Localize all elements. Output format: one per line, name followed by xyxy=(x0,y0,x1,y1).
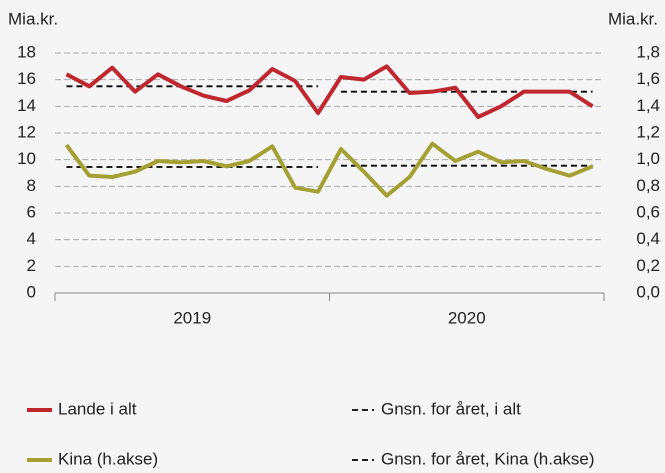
y2-tick-label: 1,2 xyxy=(636,122,660,141)
y-tick-label: 6 xyxy=(27,202,36,221)
y-tick-label: 4 xyxy=(27,229,36,248)
y-tick-label: 10 xyxy=(17,149,36,168)
y-tick-label: 14 xyxy=(17,96,36,115)
y2-tick-label: 0,0 xyxy=(636,282,660,301)
y-tick-label: 0 xyxy=(27,282,36,301)
y-tick-label: 8 xyxy=(27,176,36,195)
x-tick-label: 2019 xyxy=(173,308,211,327)
y-tick-label: 2 xyxy=(27,256,36,275)
y2-tick-label: 1,6 xyxy=(636,69,660,88)
y2-axis-label: Mia.kr. xyxy=(608,9,658,28)
y2-tick-label: 0,4 xyxy=(636,229,660,248)
legend-label: Lande i alt xyxy=(58,399,137,418)
y2-tick-label: 0,6 xyxy=(636,202,660,221)
y2-tick-label: 0,2 xyxy=(636,256,660,275)
y2-tick-label: 1,4 xyxy=(636,96,660,115)
y2-tick-label: 1,0 xyxy=(636,149,660,168)
legend-label: Gnsn. for året, Kina (h.akse) xyxy=(381,449,595,468)
series-line xyxy=(64,141,594,198)
x-tick-label: 2020 xyxy=(448,308,486,327)
y-tick-label: 18 xyxy=(17,42,36,61)
y-axis-label: Mia.kr. xyxy=(8,9,58,28)
series-line xyxy=(65,64,594,119)
y-tick-label: 12 xyxy=(17,122,36,141)
y2-tick-label: 1,8 xyxy=(636,42,660,61)
y2-tick-label: 0,8 xyxy=(636,176,660,195)
y-tick-label: 16 xyxy=(17,69,36,88)
legend-label: Gnsn. for året, i alt xyxy=(381,399,521,418)
legend-label: Kina (h.akse) xyxy=(58,449,158,468)
